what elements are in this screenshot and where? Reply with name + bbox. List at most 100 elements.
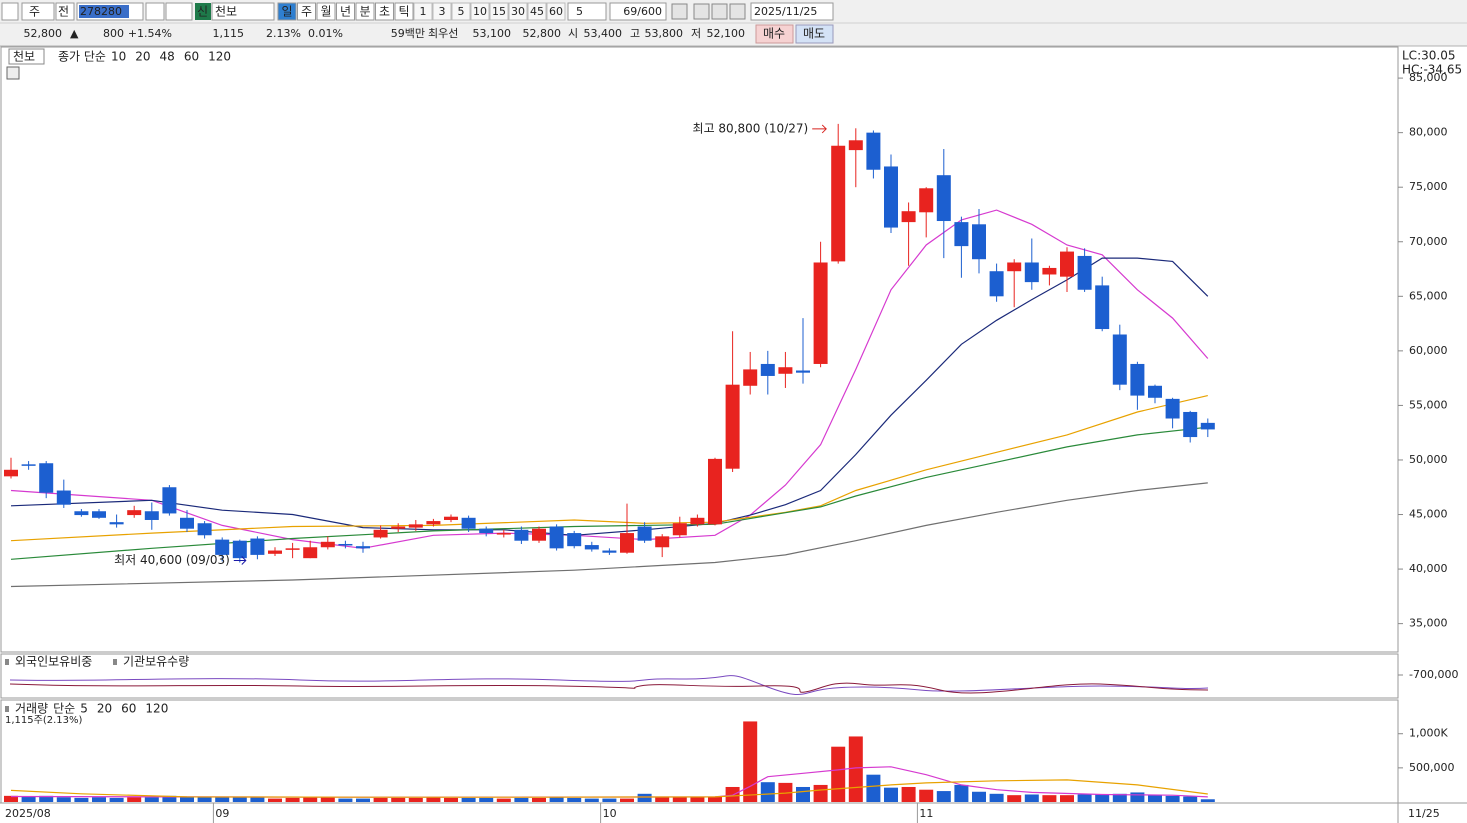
period-button[interactable] — [355, 2, 375, 21]
interval-button[interactable] — [489, 2, 509, 21]
candle-body — [813, 262, 828, 364]
period[interactable]: 주 — [301, 5, 312, 19]
tool-icon[interactable] — [671, 3, 688, 20]
interval-button[interactable] — [451, 2, 471, 21]
period[interactable]: 분 — [359, 5, 370, 19]
sell[interactable]: 매도 — [803, 27, 825, 41]
candle-body — [796, 370, 810, 373]
interval[interactable]: 3 — [439, 5, 446, 18]
button[interactable] — [21, 2, 55, 21]
y-tick-label: 50,000 — [1409, 453, 1448, 466]
legend-item: 20 — [97, 702, 112, 716]
candle-body — [831, 145, 846, 262]
button[interactable] — [55, 2, 75, 21]
period[interactable]: 일 — [281, 5, 292, 19]
sell-button[interactable] — [795, 24, 834, 44]
y-tick-label: 65,000 — [1409, 289, 1448, 302]
interval-button[interactable] — [470, 2, 490, 21]
candle-body — [655, 536, 670, 548]
interval-button[interactable] — [413, 2, 433, 21]
period[interactable]: 초 — [379, 5, 390, 19]
interval[interactable]: 5 — [458, 5, 465, 18]
title-box — [8, 48, 45, 65]
legend-item: 5 — [80, 702, 88, 716]
market[interactable]: 주 — [29, 5, 40, 19]
interval[interactable]: 10 — [473, 5, 487, 18]
volume-bar — [1183, 796, 1198, 802]
tool-icon[interactable] — [693, 3, 710, 20]
volume-bar — [39, 795, 54, 802]
settings-icon[interactable] — [6, 66, 20, 80]
period-button[interactable] — [394, 2, 414, 21]
new-badge-text[interactable]: 신 — [197, 5, 208, 19]
volume-bar — [866, 774, 881, 802]
volume-bar — [285, 797, 300, 802]
candle-body — [1060, 251, 1074, 277]
candle-body — [901, 211, 916, 223]
tool-icon[interactable] — [711, 3, 728, 20]
interval-button[interactable] — [508, 2, 528, 21]
candle-body — [708, 458, 722, 525]
institution-line — [9, 682, 1209, 694]
candle-body — [602, 550, 617, 553]
volume-bar — [1148, 794, 1162, 802]
prev[interactable]: 전 — [58, 5, 69, 19]
y-tick-label: 1,000K — [1409, 727, 1448, 740]
period[interactable]: 월 — [320, 5, 331, 19]
period-button[interactable] — [336, 2, 355, 21]
volume-bar — [1200, 799, 1215, 802]
candle-body — [690, 517, 705, 525]
volume-bar — [408, 797, 423, 802]
period-button[interactable] — [277, 2, 297, 21]
interval[interactable]: 60 — [549, 5, 563, 18]
moving-average — [10, 426, 1208, 560]
candle-body — [285, 548, 300, 550]
interval-button[interactable] — [432, 2, 452, 21]
volume-bar — [848, 736, 863, 802]
tool-icon[interactable] — [729, 3, 746, 20]
name-input[interactable] — [211, 2, 275, 21]
indicator-panel — [0, 653, 1399, 699]
candle-body — [391, 526, 406, 529]
period-button[interactable] — [297, 2, 316, 21]
button[interactable] — [1, 2, 19, 21]
candle-body — [56, 490, 71, 505]
volume-bar — [303, 796, 318, 802]
volume-bar — [232, 796, 247, 802]
volume-bar — [1024, 794, 1039, 802]
volume-bar — [954, 784, 969, 802]
buy-button[interactable] — [755, 24, 794, 44]
volume-bar — [1165, 795, 1180, 802]
y-tick-label: 55,000 — [1409, 398, 1448, 411]
interval-value[interactable]: 5 — [576, 5, 583, 18]
volume-panel — [0, 699, 1399, 804]
candle-body — [21, 464, 36, 466]
volume-title: 거래량 — [15, 702, 48, 716]
quote-low-label: 저 — [691, 27, 701, 40]
interval-button[interactable] — [527, 2, 547, 21]
button[interactable] — [165, 2, 193, 21]
period[interactable]: 년 — [340, 5, 351, 19]
period-button[interactable] — [375, 2, 394, 21]
interval[interactable]: 45 — [530, 5, 544, 18]
code[interactable]: 278280 — [80, 5, 122, 18]
button[interactable] — [145, 2, 165, 21]
volume-bar — [338, 798, 353, 802]
interval-button[interactable] — [546, 2, 566, 21]
candle-body — [743, 369, 758, 386]
interval-select[interactable] — [567, 2, 607, 21]
period-button[interactable] — [316, 2, 336, 21]
interval[interactable]: 1 — [420, 5, 427, 18]
date-box[interactable] — [750, 2, 834, 21]
interval[interactable]: 15 — [492, 5, 506, 18]
buy[interactable]: 매수 — [763, 27, 785, 41]
candle-body — [303, 547, 318, 559]
interval[interactable]: 30 — [511, 5, 525, 18]
stock-name[interactable]: 천보 — [215, 4, 237, 19]
corner-label: HC:-34.65 — [1402, 63, 1462, 77]
period[interactable]: 틱 — [398, 5, 409, 19]
date[interactable]: 2025/11/25 — [754, 5, 817, 18]
volume-bar — [532, 797, 546, 802]
panel-marker — [5, 659, 9, 665]
